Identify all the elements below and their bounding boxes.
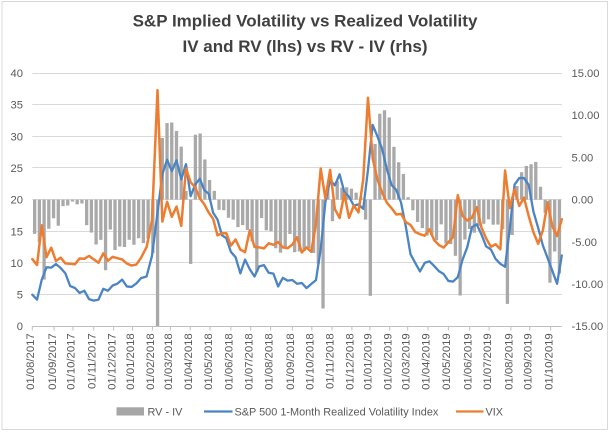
svg-text:15.00: 15.00 [572, 68, 600, 80]
svg-text:-5.00: -5.00 [572, 237, 598, 249]
svg-text:01/06/2018: 01/06/2018 [224, 333, 236, 390]
svg-text:01/08/2019: 01/08/2019 [504, 333, 516, 390]
svg-text:5.00: 5.00 [572, 152, 594, 164]
svg-text:01/09/2019: 01/09/2019 [522, 333, 534, 390]
svg-text:01/02/2018: 01/02/2018 [145, 333, 157, 390]
svg-text:25: 25 [11, 163, 23, 175]
svg-text:S&P Implied Volatility vs Real: S&P Implied Volatility vs Realized Volat… [133, 11, 478, 30]
svg-text:01/05/2019: 01/05/2019 [441, 333, 453, 390]
svg-text:-10.00: -10.00 [572, 279, 604, 291]
svg-text:0: 0 [17, 321, 23, 333]
svg-text:01/10/2019: 01/10/2019 [543, 333, 555, 390]
svg-text:01/09/2018: 01/09/2018 [285, 333, 297, 390]
svg-text:01/04/2018: 01/04/2018 [183, 333, 195, 390]
svg-text:01/03/2018: 01/03/2018 [163, 333, 175, 390]
svg-text:01/11/2017: 01/11/2017 [86, 333, 98, 389]
svg-text:01/10/2018: 01/10/2018 [304, 333, 316, 390]
svg-text:30: 30 [11, 131, 23, 143]
svg-text:20: 20 [11, 195, 23, 207]
svg-text:15: 15 [11, 226, 23, 238]
svg-text:01/08/2017: 01/08/2017 [25, 333, 37, 390]
svg-text:-15.00: -15.00 [572, 321, 604, 333]
svg-text:01/11/2018: 01/11/2018 [325, 333, 337, 389]
svg-text:01/06/2019: 01/06/2019 [462, 333, 474, 390]
svg-text:01/01/2019: 01/01/2019 [363, 333, 375, 390]
svg-text:01/10/2017: 01/10/2017 [66, 333, 78, 390]
svg-text:01/05/2018: 01/05/2018 [203, 333, 215, 390]
svg-text:35: 35 [11, 100, 23, 112]
svg-text:10: 10 [11, 258, 23, 270]
svg-text:10.00: 10.00 [572, 110, 600, 122]
svg-text:VIX: VIX [486, 407, 504, 419]
svg-text:40: 40 [11, 68, 23, 80]
svg-text:01/01/2018: 01/01/2018 [125, 333, 137, 390]
svg-text:0.00: 0.00 [572, 195, 594, 207]
svg-text:01/12/2018: 01/12/2018 [345, 333, 357, 390]
svg-text:01/03/2019: 01/03/2019 [400, 333, 412, 390]
svg-text:01/02/2019: 01/02/2019 [382, 333, 394, 390]
svg-text:RV - IV: RV - IV [148, 407, 184, 419]
svg-text:01/12/2017: 01/12/2017 [106, 333, 118, 390]
svg-text:01/07/2019: 01/07/2019 [482, 333, 494, 390]
svg-text:01/04/2019: 01/04/2019 [421, 333, 433, 390]
svg-text:S&P 500 1-Month Realized Volat: S&P 500 1-Month Realized Volatility Inde… [235, 407, 439, 419]
svg-text:5: 5 [17, 290, 23, 302]
svg-text:01/08/2018: 01/08/2018 [263, 333, 275, 390]
svg-text:01/09/2017: 01/09/2017 [47, 333, 59, 390]
svg-text:IV and RV (lhs) vs RV - IV (rh: IV and RV (lhs) vs RV - IV (rhs) [183, 37, 428, 56]
svg-text:01/07/2018: 01/07/2018 [243, 333, 255, 390]
